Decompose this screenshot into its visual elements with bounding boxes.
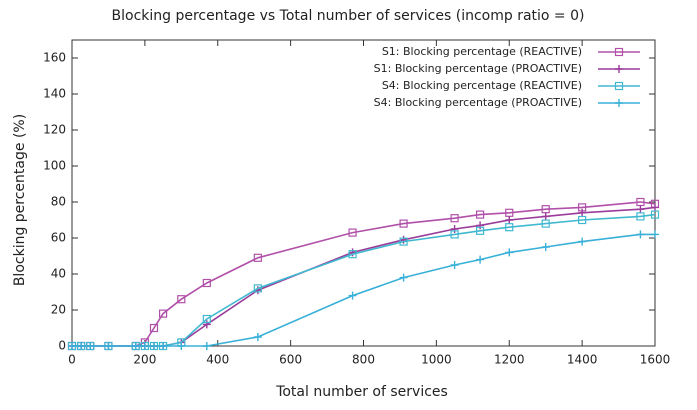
marker — [149, 323, 159, 333]
y-tick-label: 0 — [58, 339, 66, 353]
marker — [650, 210, 660, 219]
marker — [399, 273, 408, 282]
legend-marker — [615, 65, 623, 73]
x-tick-label: 1000 — [421, 353, 452, 367]
chart-title: Blocking percentage vs Total number of s… — [112, 8, 585, 24]
series-line — [72, 206, 656, 347]
x-axis-label: Total number of services — [275, 384, 448, 400]
x-tick-label: 600 — [279, 353, 302, 367]
marker — [450, 261, 459, 269]
x-tick-label: 400 — [206, 353, 229, 367]
marker — [636, 212, 645, 221]
x-tick-label: 800 — [352, 353, 375, 367]
legend-marker — [615, 99, 623, 107]
marker — [159, 342, 168, 350]
y-tick-label: 120 — [43, 123, 66, 137]
marker — [651, 203, 659, 212]
marker — [578, 208, 587, 217]
y-tick-label: 40 — [51, 267, 66, 281]
marker — [450, 230, 459, 239]
y-tick-label: 60 — [51, 231, 66, 245]
marker — [578, 215, 587, 225]
legend-label: S1: Blocking percentage (REACTIVE) — [382, 45, 582, 58]
marker — [348, 250, 357, 259]
marker — [158, 309, 168, 318]
y-tick-label: 20 — [51, 303, 66, 317]
series-line — [72, 201, 656, 347]
legend-marker — [614, 81, 624, 91]
legend-marker — [614, 47, 624, 57]
x-tick-label: 1200 — [494, 353, 525, 367]
marker — [202, 342, 211, 350]
legend-label: S1: Blocking percentage (PROACTIVE) — [374, 62, 582, 75]
marker — [450, 225, 459, 233]
y-tick-label: 100 — [43, 159, 66, 173]
marker — [399, 235, 408, 244]
x-tick-label: 1400 — [567, 353, 598, 367]
series-line — [72, 233, 655, 347]
marker — [505, 248, 514, 257]
x-tick-label: 200 — [133, 353, 156, 367]
marker — [68, 342, 76, 350]
marker — [476, 210, 485, 219]
marker — [253, 284, 262, 293]
marker — [140, 342, 149, 350]
y-tick-label: 140 — [43, 87, 66, 101]
marker — [77, 342, 86, 350]
marker — [177, 342, 186, 350]
y-tick-label: 80 — [51, 195, 66, 209]
marker — [202, 278, 211, 288]
series-line — [72, 213, 656, 347]
marker — [348, 228, 357, 237]
y-axis-label: Blocking percentage (%) — [12, 114, 28, 286]
marker — [450, 214, 459, 223]
legend-label: S4: Blocking percentage (REACTIVE) — [382, 79, 582, 92]
legend-label: S4: Blocking percentage (PROACTIVE) — [374, 96, 582, 109]
marker — [131, 342, 140, 350]
marker — [578, 237, 587, 246]
marker — [636, 205, 645, 214]
marker — [476, 255, 485, 264]
marker — [177, 295, 186, 304]
marker — [253, 333, 262, 341]
y-tick-label: 160 — [43, 51, 66, 65]
marker — [86, 342, 95, 350]
marker — [541, 219, 550, 228]
marker — [399, 219, 408, 228]
marker — [253, 253, 262, 262]
marker — [348, 291, 357, 300]
marker — [104, 342, 113, 350]
x-tick-label: 1600 — [640, 353, 671, 367]
marker — [476, 221, 485, 230]
marker — [149, 342, 158, 350]
marker — [636, 230, 645, 239]
marker — [651, 230, 659, 239]
marker — [399, 237, 408, 246]
marker — [476, 226, 485, 235]
marker — [541, 212, 550, 221]
x-tick-label: 0 — [68, 353, 76, 367]
marker — [348, 248, 357, 257]
marker — [541, 243, 550, 251]
marker — [202, 320, 211, 329]
marker — [505, 216, 514, 224]
marker — [202, 314, 211, 324]
marker — [505, 223, 514, 232]
